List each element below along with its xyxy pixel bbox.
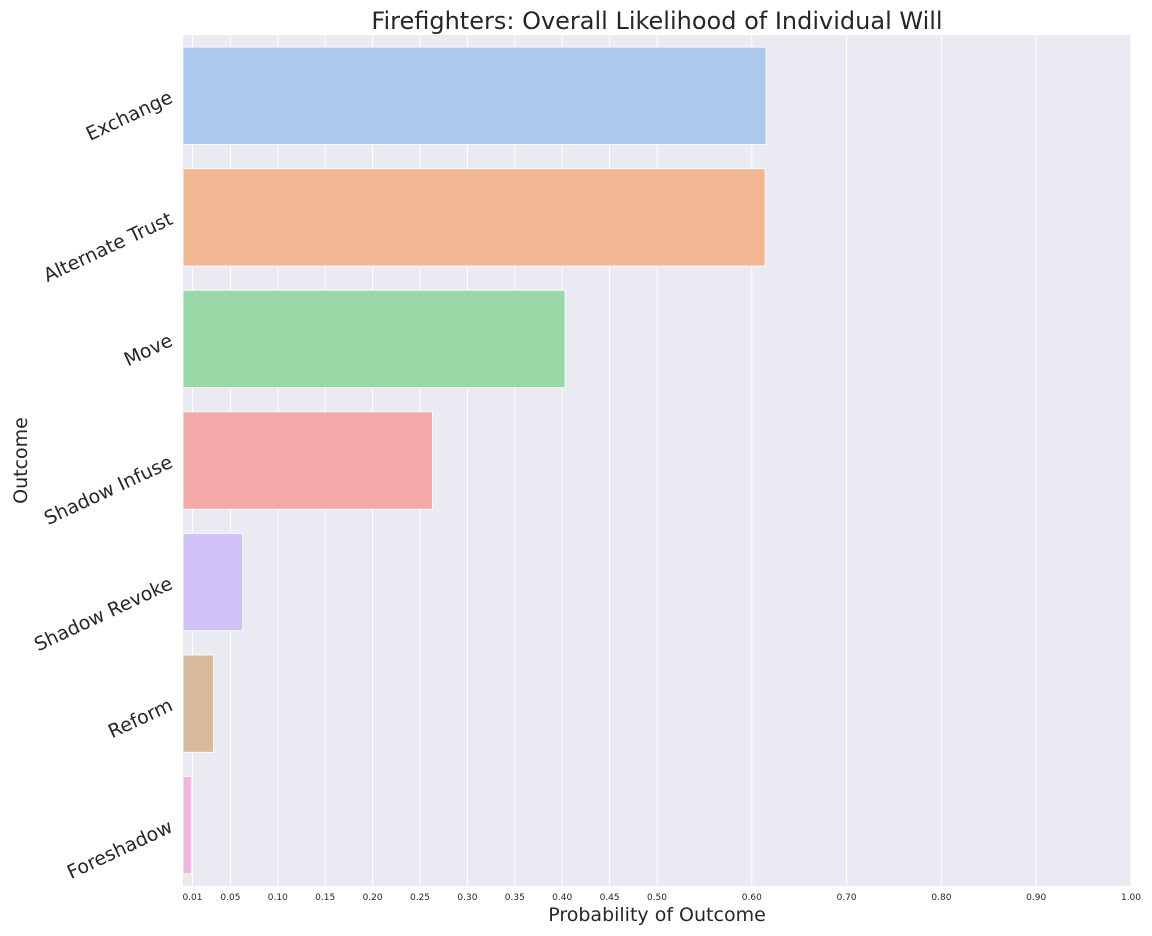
- x-tick-label: 0.70: [837, 893, 857, 903]
- x-tick-label: 0.45: [600, 893, 620, 903]
- category-label: Shadow Revoke: [31, 573, 176, 656]
- bar: [182, 46, 767, 145]
- x-tick-label: 0.40: [552, 893, 572, 903]
- bars: [182, 46, 767, 875]
- category-label: Move: [121, 330, 176, 371]
- x-tick-label: 0.01: [182, 893, 202, 903]
- x-tick-label: 0.50: [647, 893, 667, 903]
- x-tick-label: 0.20: [363, 893, 383, 903]
- x-tick-label: 0.30: [457, 893, 477, 903]
- y-axis-label: Outcome: [10, 417, 32, 504]
- category-label: Alternate Trust: [40, 208, 176, 287]
- x-tick-label: 0.15: [315, 893, 335, 903]
- bar: [182, 533, 244, 632]
- x-tick-label: 0.35: [505, 893, 525, 903]
- category-label: Exchange: [83, 86, 176, 145]
- category-label: Foreshadow: [64, 816, 176, 884]
- x-tick-label: 0.80: [931, 893, 951, 903]
- bar: [182, 289, 566, 388]
- x-tick-label: 0.25: [410, 893, 430, 903]
- x-tick-labels: 0.01 0.05 0.10 0.15 0.20 0.25 0.30 0.35 0.40 0.45…: [182, 893, 1141, 903]
- category-labels: Exchange Alternate Trust Move Shadow Infuse…: [31, 86, 176, 883]
- chart-title: Firefighters: Overall Likelihood of Indi…: [371, 7, 942, 35]
- x-tick-label: 0.60: [742, 893, 762, 903]
- x-axis-label: Probability of Outcome: [548, 904, 766, 926]
- category-label: Shadow Infuse: [41, 451, 176, 530]
- bar: [182, 168, 766, 267]
- bar: [182, 411, 433, 510]
- category-label: Reform: [105, 694, 176, 743]
- x-tick-label: 1.00: [1121, 893, 1141, 903]
- bar: [182, 654, 214, 753]
- x-tick-label: 0.10: [268, 893, 288, 903]
- bar: [182, 776, 192, 875]
- x-tick-label: 0.90: [1026, 893, 1046, 903]
- x-tick-label: 0.05: [220, 893, 240, 903]
